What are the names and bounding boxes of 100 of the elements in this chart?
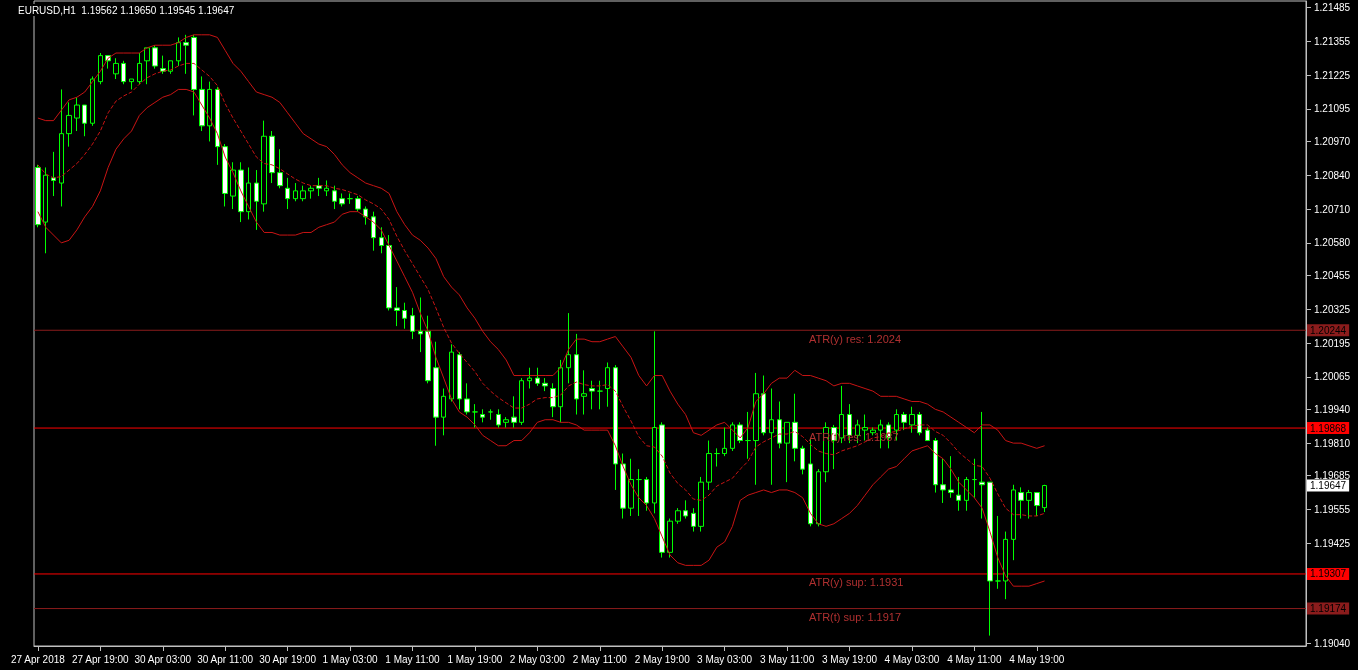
text: 1.19307: [1310, 568, 1347, 580]
candlestick: [277, 148, 283, 189]
y-tick-label: 1.19810: [1314, 437, 1351, 449]
candlestick: [480, 408, 485, 423]
candlestick: [722, 427, 727, 457]
candlestick: [691, 507, 696, 533]
candlestick: [589, 380, 595, 410]
candlestick: [183, 34, 189, 75]
ref-line-label: ATR(y) res: 1.2024: [808, 332, 902, 345]
candlestick: [449, 343, 454, 403]
candlestick: [839, 385, 844, 444]
candlestick: [542, 377, 548, 392]
x-tick-label: 1 May 03:00: [322, 653, 378, 665]
candlestick: [246, 166, 251, 220]
candlestick: [137, 52, 142, 85]
candlestick: [917, 411, 922, 436]
candlestick: [238, 161, 244, 223]
x-tick-label: 3 May 11:00: [759, 653, 815, 665]
candlestick: [706, 440, 712, 491]
candlestick: [800, 445, 805, 475]
y-tick-label: 1.20840: [1314, 169, 1351, 181]
candlestick: [948, 455, 954, 499]
candlestick: [363, 205, 368, 226]
candlestick: [82, 104, 87, 137]
candlestick: [222, 143, 228, 207]
y-tick-label: 1.19555: [1314, 503, 1351, 515]
candlestick: [191, 34, 197, 116]
candlestick: [972, 458, 977, 499]
ref-line-label: ATR(y) sup: 1.1931: [808, 576, 904, 589]
candlestick: [753, 372, 759, 486]
candlestick: [464, 382, 470, 416]
x-tick-label: 4 May 11:00: [947, 653, 1002, 665]
candlestick: [215, 86, 220, 166]
candlestick: [581, 369, 587, 416]
candlestick: [59, 88, 64, 207]
candlestick: [308, 185, 314, 200]
text: 1.19647: [1310, 480, 1347, 492]
y-tick-label: 1.20325: [1314, 303, 1351, 315]
x-tick-label: 2 May 19:00: [634, 653, 691, 665]
y-tick-label: 1.21095: [1314, 103, 1351, 115]
candlestick: [933, 437, 938, 494]
y-tick-label: 1.20195: [1314, 337, 1351, 349]
candlestick: [620, 453, 626, 520]
candlestick: [254, 169, 259, 231]
y-tick-label: 1.21225: [1314, 69, 1351, 81]
candlestick: [300, 185, 306, 202]
candlestick: [433, 341, 439, 447]
candlestick: [332, 185, 337, 210]
y-tick-label: 1.19685: [1314, 470, 1351, 482]
candlestick: [909, 406, 915, 434]
candlestick: [636, 468, 642, 517]
candlestick: [43, 166, 48, 254]
candlestick: [269, 130, 275, 184]
candlestick: [995, 515, 1001, 590]
candlestick: [496, 408, 501, 429]
y-tick-label: 1.21355: [1314, 35, 1351, 47]
line-series: [37, 88, 1046, 587]
candlestick: [535, 367, 540, 387]
candlestick: [339, 192, 345, 207]
candlestick: [418, 296, 423, 353]
x-tick-label: 1 May 19:00: [447, 653, 503, 665]
x-tick-label: 30 Apr 03:00: [134, 653, 192, 665]
y-tick-label: 1.20710: [1314, 203, 1351, 215]
x-tick-label: 4 May 03:00: [884, 653, 940, 665]
candlestick: [176, 36, 181, 67]
candlestick: [35, 164, 41, 228]
candlestick: [285, 177, 290, 210]
candlestick: [207, 81, 212, 142]
candlestick: [488, 408, 493, 421]
line-series: [37, 62, 1046, 517]
candlestick: [956, 476, 961, 512]
y-tick-label: 1.21485: [1314, 2, 1351, 13]
candlestick: [769, 388, 774, 486]
candlestick: [371, 211, 376, 252]
candlestick: [503, 416, 509, 429]
x-tick-label: 27 Apr 19:00: [71, 653, 130, 665]
candlestick: [652, 330, 657, 514]
x-tick-label: 30 Apr 11:00: [197, 653, 254, 665]
candlestick: [659, 421, 665, 559]
candlestick: [113, 57, 119, 80]
x-tick-label: 27 Apr 2018: [10, 653, 66, 665]
candlestick: [1018, 486, 1024, 520]
candlestick: [1042, 484, 1047, 513]
candlestick: [199, 75, 205, 132]
text: 1.20244: [1310, 324, 1347, 336]
candlestick: [613, 364, 618, 491]
candlestick: [402, 302, 407, 330]
y-tick-label: 1.20970: [1314, 135, 1351, 147]
candlestick: [410, 307, 415, 340]
candlestick: [511, 395, 517, 429]
candlestick: [698, 476, 704, 533]
line-series: [37, 34, 1046, 449]
candlestick: [566, 312, 571, 384]
candlestick: [230, 161, 236, 210]
x-tick-label: 30 Apr 19:00: [259, 653, 317, 665]
candlestick: [1026, 489, 1032, 520]
candlestick: [90, 75, 95, 127]
candlestick: [1003, 531, 1008, 600]
y-tick-label: 1.19425: [1314, 537, 1351, 549]
ref-line-label: ATR(t) sup: 1.1917: [808, 611, 902, 624]
